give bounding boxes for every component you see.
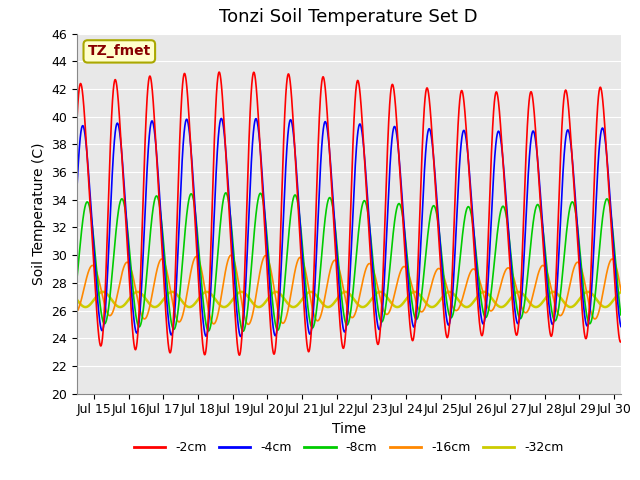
-32cm <box>282 298 289 303</box>
-8cm <box>172 322 180 327</box>
Line: -2cm: -2cm <box>77 72 623 355</box>
-4cm <box>428 138 436 144</box>
-8cm <box>428 205 436 211</box>
-16cm <box>244 322 252 327</box>
-4cm <box>522 221 529 227</box>
-8cm <box>522 291 529 297</box>
-16cm <box>227 252 235 258</box>
-32cm <box>480 289 488 295</box>
-4cm <box>172 290 180 296</box>
-4cm <box>481 319 488 325</box>
-4cm <box>218 116 225 121</box>
-16cm <box>401 264 408 269</box>
-2cm <box>428 130 436 136</box>
-8cm <box>73 277 81 283</box>
-4cm <box>73 188 81 194</box>
-2cm <box>619 328 627 334</box>
-16cm <box>73 309 81 314</box>
-16cm <box>428 280 436 286</box>
-8cm <box>239 328 247 334</box>
-2cm <box>73 120 81 125</box>
Line: -16cm: -16cm <box>77 255 623 324</box>
-32cm <box>220 304 228 310</box>
-8cm <box>619 321 627 326</box>
Line: -4cm: -4cm <box>77 119 623 336</box>
-2cm <box>401 239 408 245</box>
-2cm <box>236 352 243 358</box>
-16cm <box>172 314 180 320</box>
-2cm <box>481 319 488 325</box>
-8cm <box>481 312 488 318</box>
Title: Tonzi Soil Temperature Set D: Tonzi Soil Temperature Set D <box>220 9 478 26</box>
-16cm <box>619 297 627 302</box>
Line: -32cm: -32cm <box>77 292 623 307</box>
-2cm <box>215 69 223 75</box>
Text: TZ_fmet: TZ_fmet <box>88 44 151 59</box>
-16cm <box>282 317 289 323</box>
-4cm <box>282 168 289 174</box>
-8cm <box>401 226 408 231</box>
-2cm <box>172 253 180 259</box>
-4cm <box>619 324 627 330</box>
-16cm <box>522 310 529 316</box>
-2cm <box>522 159 529 165</box>
Y-axis label: Soil Temperature (C): Soil Temperature (C) <box>31 143 45 285</box>
-2cm <box>282 96 289 102</box>
-32cm <box>522 294 529 300</box>
-32cm <box>619 289 627 295</box>
X-axis label: Time: Time <box>332 422 366 436</box>
-8cm <box>222 190 230 196</box>
Line: -8cm: -8cm <box>77 193 623 331</box>
-16cm <box>481 294 488 300</box>
-32cm <box>73 297 81 302</box>
Legend: -2cm, -4cm, -8cm, -16cm, -32cm: -2cm, -4cm, -8cm, -16cm, -32cm <box>129 436 568 459</box>
-8cm <box>282 270 289 276</box>
-4cm <box>237 334 244 339</box>
-4cm <box>401 226 408 231</box>
-32cm <box>428 304 436 310</box>
-32cm <box>172 291 180 297</box>
-32cm <box>401 299 408 305</box>
